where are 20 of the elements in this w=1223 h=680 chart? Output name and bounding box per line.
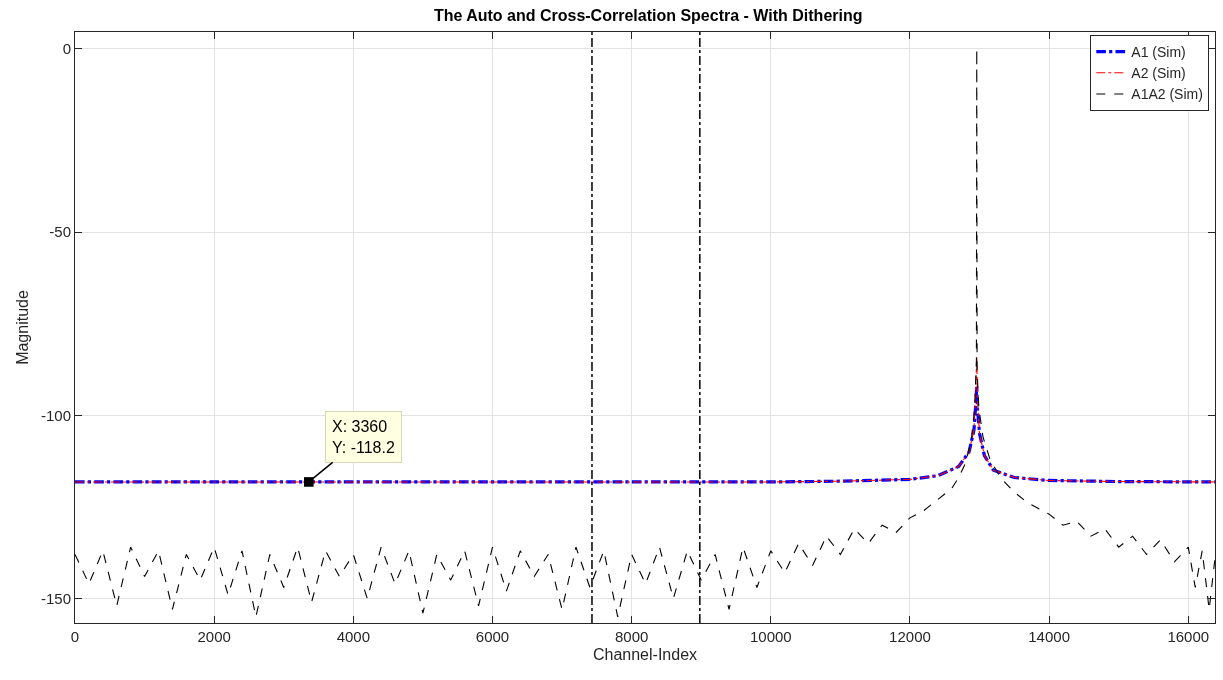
chart-title: The Auto and Cross-Correlation Spectra - With Dithering — [433, 7, 863, 25]
x-tick-label: 10000 — [749, 628, 792, 645]
y-tick-label: -100 — [40, 406, 71, 424]
x-tick-label: 6000 — [475, 628, 510, 645]
x-tick-label: 4000 — [336, 628, 371, 645]
x-tick-label: 14000 — [1028, 628, 1070, 645]
y-tick-label: -50 — [49, 223, 71, 241]
legend-label: A1A2 (Sim) — [1131, 86, 1203, 103]
x-axis-title: Channel-Index — [592, 645, 698, 663]
legend-label: A2 (Sim) — [1131, 65, 1186, 82]
annotation: X: 3360 Y: -118.2 — [332, 418, 395, 456]
y-tick-label: -150 — [40, 589, 71, 607]
y-tick-label: 0 — [62, 40, 71, 58]
legend-label: A1 (Sim) — [1131, 44, 1186, 61]
line-series — [75, 384, 1215, 484]
y-axis-title: Magnitude — [13, 290, 31, 365]
x-tick-label: 2000 — [197, 628, 231, 645]
x-tick-label: 16000 — [1167, 628, 1210, 645]
x-tick-label: 12000 — [889, 628, 931, 645]
x-tick-label: 8000 — [614, 628, 649, 645]
